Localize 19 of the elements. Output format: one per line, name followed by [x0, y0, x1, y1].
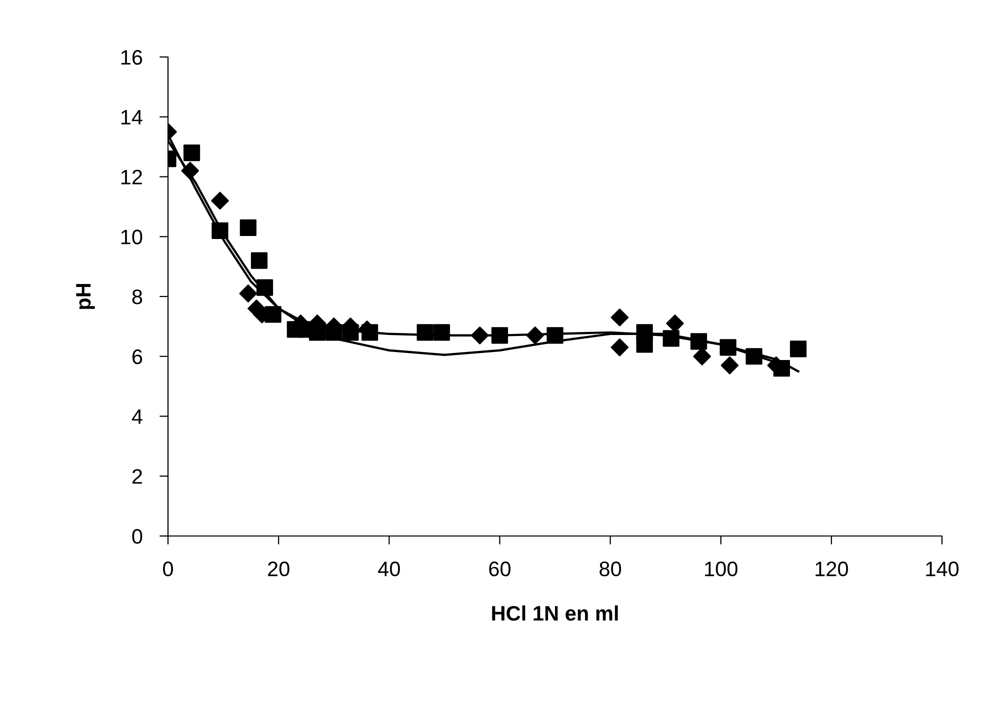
x-tick-label: 80 [600, 562, 622, 576]
x-tick-label: 100 [705, 562, 738, 576]
y-tick-label: 8 [132, 290, 142, 304]
y-tick-label: 6 [132, 349, 142, 364]
x-tick-label: 120 [816, 562, 848, 576]
x-tick-label: 0 [163, 562, 173, 576]
x-tick-label: 60 [489, 562, 510, 576]
y-tick-label: 0 [132, 529, 142, 544]
y-tick-label: 12 [121, 170, 142, 184]
y-tick-label: 10 [121, 230, 142, 244]
x-tick-label: 140 [926, 562, 959, 576]
x-axis-title: HCl 1N en ml [492, 605, 618, 621]
y-tick-label: 16 [121, 50, 142, 65]
y-tick-label: 14 [121, 110, 142, 124]
y-axis-title: pH [76, 284, 95, 310]
y-tick-label: 4 [132, 409, 142, 424]
x-tick-label: 20 [268, 562, 290, 576]
y-tick-label: 2 [132, 469, 142, 484]
x-tick-label: 40 [378, 562, 400, 576]
